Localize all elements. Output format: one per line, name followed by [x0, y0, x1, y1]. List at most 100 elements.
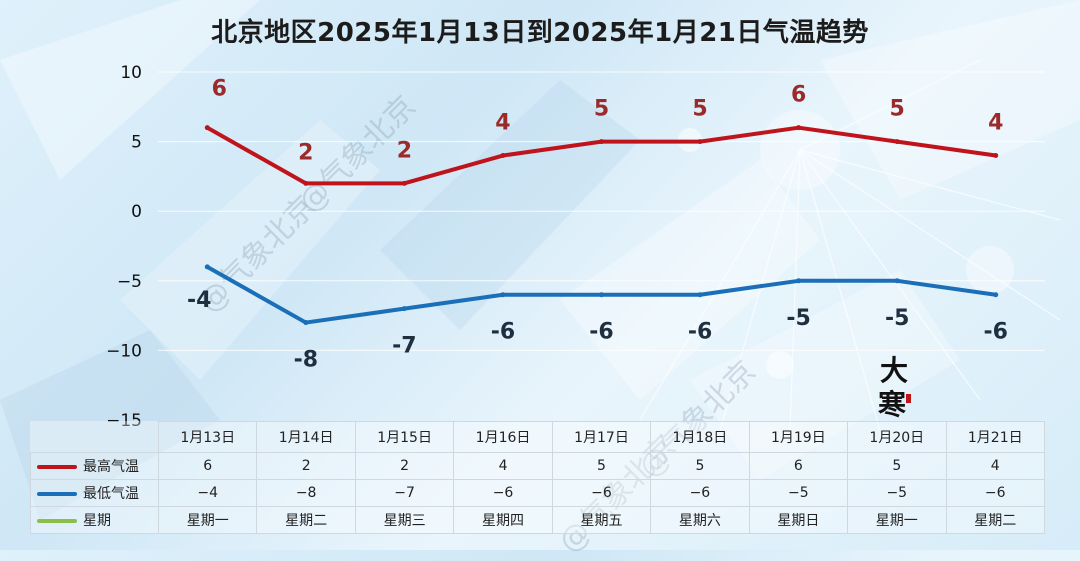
high-temp-label: 4	[988, 111, 1003, 136]
table-cell: 5	[650, 452, 750, 480]
high-temp-line	[205, 125, 998, 186]
high-temp-label: 5	[594, 97, 609, 122]
date-cell: 1月20日	[847, 421, 947, 453]
table-cell: 6	[748, 452, 849, 480]
data-point	[894, 139, 900, 145]
data-point	[697, 139, 703, 145]
table-cell: 星期二	[945, 506, 1045, 534]
legend-label: 最低气温	[83, 486, 139, 502]
low-temp-label: -7	[392, 334, 416, 359]
table-cell: 5	[551, 452, 652, 480]
legend-key-low: 最低气温	[30, 479, 159, 507]
table-row-low: 最低气温 −4 −8 −7 −6 −6 −6 −5 −5 −6	[30, 479, 1045, 507]
data-point	[303, 320, 309, 326]
high-temp-label: 6	[212, 77, 227, 102]
table-cell: 4	[453, 452, 553, 480]
high-temp-label: 5	[890, 97, 905, 122]
table-cell: 星期二	[256, 506, 356, 534]
date-cell: 1月15日	[354, 421, 455, 453]
svg-text:寒: 寒	[878, 388, 906, 420]
table-cell: −4	[157, 479, 258, 507]
data-point	[599, 139, 604, 145]
table-cell: −5	[748, 479, 849, 507]
data-labels: 6 2 2 4 5 5 6 5 4 -4 -8 -7 -6 -6 -6 -5 -5 -6	[187, 77, 1008, 373]
table-row-high: 最高气温 6 2 2 4 5 5 6 5 4	[30, 452, 1045, 480]
table-cell: −6	[945, 479, 1045, 507]
low-temp-label: -6	[589, 320, 613, 345]
date-cell: 1月19日	[748, 421, 849, 453]
table-cell: 6	[157, 452, 258, 480]
y-tick-label: 0	[131, 202, 142, 222]
low-temp-label: -5	[885, 306, 909, 331]
date-cell: 1月21日	[945, 421, 1045, 453]
low-temp-label: -4	[187, 288, 211, 313]
data-point	[500, 292, 506, 298]
table-cell: 星期六	[650, 506, 750, 534]
data-point	[303, 180, 309, 186]
table-corner	[30, 421, 159, 453]
legend-line-icon	[37, 465, 77, 469]
data-point	[401, 306, 407, 312]
table-cell: −7	[354, 479, 455, 507]
table-cell: 5	[847, 452, 947, 480]
data-point	[204, 125, 210, 131]
chart-title: 北京地区2025年1月13日到2025年1月21日气温趋势	[211, 18, 869, 48]
data-point	[599, 292, 604, 298]
data-point	[796, 278, 802, 284]
table-row-weekday: 星期 星期一 星期二 星期三 星期四 星期五 星期六 星期日 星期一 星期二	[30, 506, 1045, 534]
legend-key-high: 最高气温	[30, 452, 159, 480]
date-cell: 1月13日	[157, 421, 258, 453]
high-temp-label: 5	[692, 97, 707, 122]
low-temp-label: -8	[294, 348, 318, 373]
data-point	[894, 278, 900, 284]
table-cell: 星期一	[157, 506, 258, 534]
legend-line-icon	[37, 519, 77, 523]
series-lines	[204, 125, 999, 326]
table-cell: −6	[551, 479, 652, 507]
date-cell: 1月18日	[650, 421, 750, 453]
low-temp-label: -6	[688, 320, 712, 345]
seal-art: 大 寒	[878, 354, 911, 420]
high-temp-label: 4	[495, 111, 510, 136]
date-cell: 1月17日	[551, 421, 652, 453]
table-cell: 星期三	[354, 506, 455, 534]
legend-label: 最高气温	[83, 459, 139, 475]
y-tick-label: −5	[117, 272, 142, 292]
high-temp-label: 2	[298, 140, 313, 165]
data-point	[401, 180, 407, 186]
data-point	[697, 292, 703, 298]
high-temp-label: 2	[397, 138, 412, 163]
y-tick-label: 10	[120, 63, 142, 83]
table-cell: 星期一	[847, 506, 947, 534]
table-header-row: 1月13日 1月14日 1月15日 1月16日 1月17日 1月18日 1月19…	[30, 421, 1045, 453]
data-table: 1月13日 1月14日 1月15日 1月16日 1月17日 1月18日 1月19…	[30, 421, 1045, 534]
table-cell: −8	[256, 479, 356, 507]
table-cell: −6	[650, 479, 750, 507]
high-temp-label: 6	[791, 83, 806, 108]
data-point	[500, 153, 506, 159]
table-cell: 星期五	[551, 506, 652, 534]
data-point	[204, 264, 210, 270]
date-cell: 1月16日	[453, 421, 553, 453]
data-point	[993, 292, 999, 298]
legend-key-weekday: 星期	[30, 506, 159, 534]
table-cell: 星期日	[748, 506, 849, 534]
legend-label: 星期	[83, 513, 111, 529]
data-point	[796, 125, 802, 131]
table-cell: −5	[847, 479, 947, 507]
low-temp-label: -6	[491, 320, 515, 345]
legend-line-icon	[37, 492, 77, 496]
svg-text:大: 大	[880, 354, 908, 387]
low-temp-label: -5	[786, 306, 810, 331]
y-tick-label: 5	[131, 133, 142, 153]
table-cell: 2	[256, 452, 356, 480]
table-cell: 2	[354, 452, 455, 480]
low-temp-label: -6	[983, 320, 1007, 345]
date-cell: 1月14日	[256, 421, 356, 453]
table-cell: 4	[945, 452, 1045, 480]
y-tick-label: −10	[106, 341, 142, 361]
table-cell: 星期四	[453, 506, 553, 534]
table-cell: −6	[453, 479, 553, 507]
